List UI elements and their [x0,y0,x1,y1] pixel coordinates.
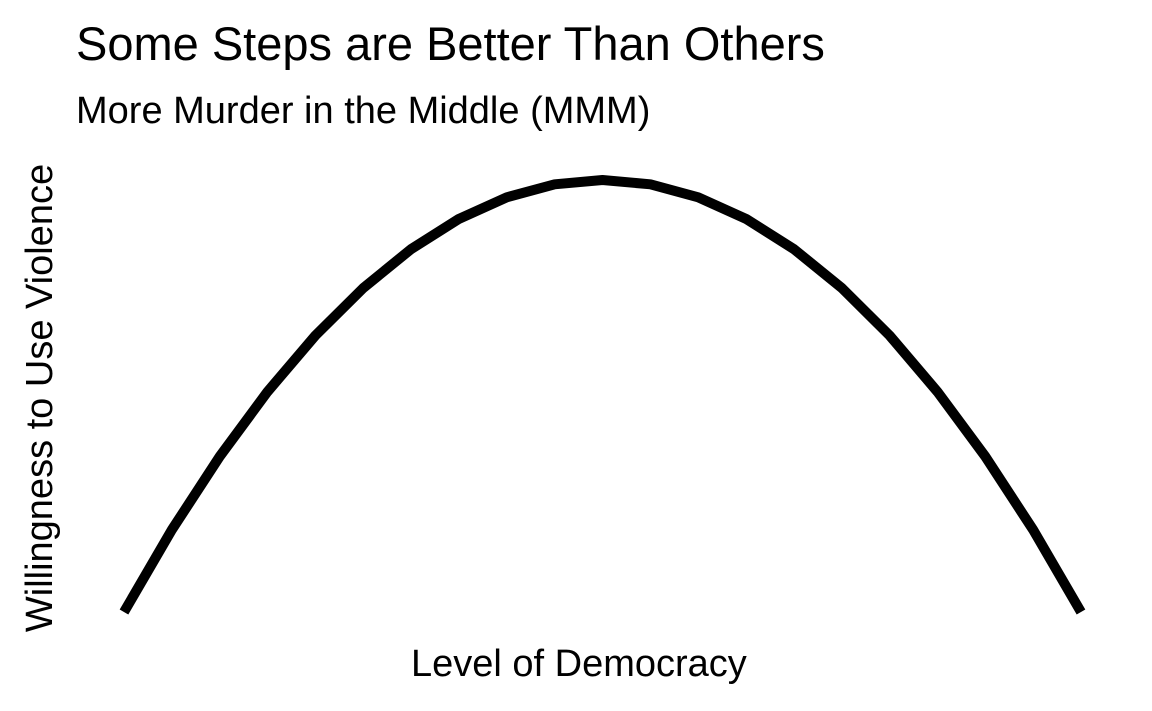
chart-title: Some Steps are Better Than Others [76,17,825,70]
y-axis-label: Willingness to Use Violence [19,163,61,633]
chart-subtitle: More Murder in the Middle (MMM) [76,90,651,132]
series-layer [119,175,1086,615]
x-axis-label: Level of Democracy [411,643,747,685]
series-line-0 [119,175,1086,615]
